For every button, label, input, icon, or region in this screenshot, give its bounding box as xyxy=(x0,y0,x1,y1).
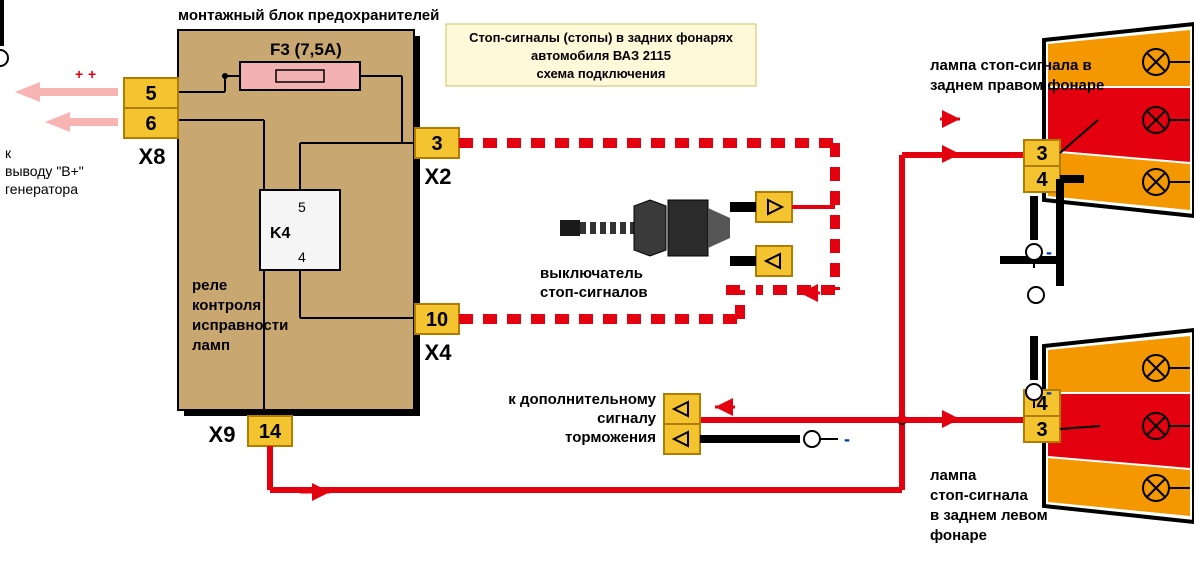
svg-text:к: к xyxy=(5,145,12,161)
add-conn-top xyxy=(664,394,700,424)
svg-text:схема подключения: схема подключения xyxy=(537,66,666,81)
svg-text:к дополнительному: к дополнительному xyxy=(508,391,656,408)
tail-lamp-right xyxy=(1044,24,1194,216)
svg-text:-: - xyxy=(1046,382,1052,402)
svg-text:стоп-сигнала: стоп-сигнала xyxy=(930,487,1028,504)
svg-text:монтажный блок предохранителей: монтажный блок предохранителей xyxy=(178,7,439,24)
svg-text:X8: X8 xyxy=(139,144,166,169)
svg-text:лампа: лампа xyxy=(930,467,977,484)
svg-text:X2: X2 xyxy=(425,164,452,189)
svg-text:торможения: торможения xyxy=(565,429,656,446)
switch-conn-bot xyxy=(756,246,792,276)
svg-text:стоп-сигналов: стоп-сигналов xyxy=(540,284,648,301)
svg-text:5: 5 xyxy=(145,83,156,105)
svg-text:4: 4 xyxy=(1036,169,1048,191)
svg-text:+: + xyxy=(75,66,83,82)
svg-text:6: 6 xyxy=(145,113,156,135)
svg-text:3: 3 xyxy=(431,133,442,155)
svg-text:в заднем левом: в заднем левом xyxy=(930,507,1048,524)
svg-text:лампа стоп-сигнала в: лампа стоп-сигнала в xyxy=(930,57,1092,74)
tail-lamp-left xyxy=(1044,330,1194,522)
svg-text:X4: X4 xyxy=(425,340,453,365)
svg-text:сигналу: сигналу xyxy=(597,410,657,427)
svg-text:выключатель: выключатель xyxy=(540,265,643,282)
add-conn-bot xyxy=(664,424,700,454)
svg-text:автомобиля ВАЗ 2115: автомобиля ВАЗ 2115 xyxy=(531,48,671,63)
svg-text:заднем правом фонаре: заднем правом фонаре xyxy=(930,77,1104,94)
svg-text:5: 5 xyxy=(298,199,306,215)
svg-text:выводу "B+": выводу "B+" xyxy=(5,163,84,179)
svg-text:+: + xyxy=(88,66,96,82)
svg-text:X9: X9 xyxy=(209,422,236,447)
svg-text:10: 10 xyxy=(426,309,448,331)
svg-text:-: - xyxy=(1046,242,1052,262)
svg-text:фонаре: фонаре xyxy=(930,527,987,544)
svg-text:K4: K4 xyxy=(270,225,291,242)
switch-conn-top xyxy=(756,192,792,222)
svg-text:3: 3 xyxy=(1036,419,1047,441)
svg-text:14: 14 xyxy=(259,421,282,443)
svg-text:исправности: исправности xyxy=(192,317,288,334)
svg-text:Стоп-сигналы (стопы) в задних: Стоп-сигналы (стопы) в задних фонарях xyxy=(469,30,734,45)
svg-text:4: 4 xyxy=(298,249,306,265)
fuse-f3 xyxy=(240,62,360,90)
svg-text:F3 (7,5A): F3 (7,5A) xyxy=(270,40,342,59)
svg-text:-: - xyxy=(844,429,850,449)
wiring-diagram: монтажный блок предохранителей F3 (7,5A) K… xyxy=(0,0,1194,566)
svg-text:контроля: контроля xyxy=(192,297,261,314)
svg-text:3: 3 xyxy=(1036,143,1047,165)
svg-text:реле: реле xyxy=(192,277,227,294)
svg-text:генератора: генератора xyxy=(5,181,78,197)
svg-text:ламп: ламп xyxy=(192,337,230,354)
